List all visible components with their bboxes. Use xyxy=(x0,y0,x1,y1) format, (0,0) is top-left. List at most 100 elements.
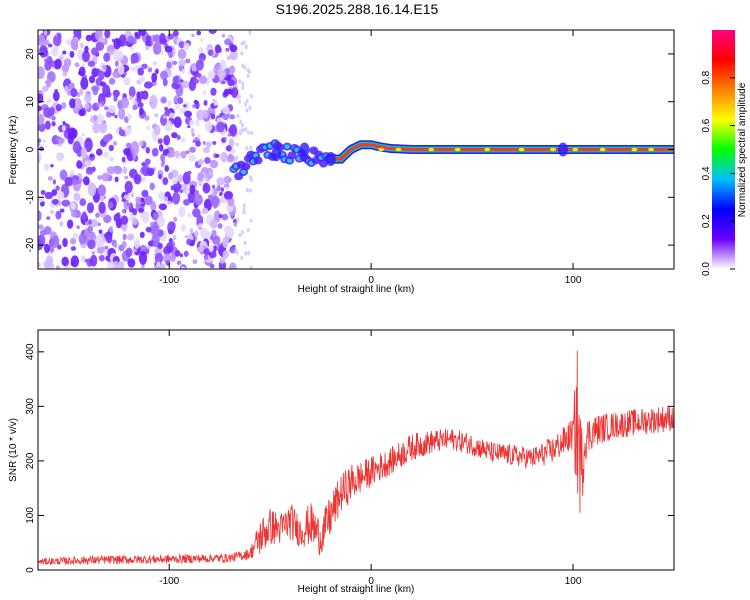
spectrogram-noise-blob xyxy=(125,142,132,149)
colorbar-tick-label: 0.6 xyxy=(701,118,712,132)
spectrogram-noise-blob xyxy=(249,94,253,99)
spectrogram-noise-blob xyxy=(114,60,119,67)
spectrogram-y-label: Frequency (Hz) xyxy=(8,116,19,185)
spectrogram-noise-blob xyxy=(70,246,77,251)
spectrogram-noise-blob xyxy=(209,188,214,195)
spectrogram-noise-blob xyxy=(141,189,149,198)
spectrogram-noise-blob xyxy=(214,63,222,71)
spectrogram-noise-blob xyxy=(217,223,223,229)
spectrogram-noise-blob xyxy=(72,232,79,239)
spectrogram-noise-blob xyxy=(154,113,159,118)
spectrogram-x-tick-label: 0 xyxy=(368,275,374,286)
spectrogram-noise-blob xyxy=(222,239,229,248)
spectrogram-noise-blob xyxy=(87,60,96,67)
spectrogram-noise-blob xyxy=(72,140,81,154)
spectrogram-noise-blob xyxy=(159,38,167,45)
colorbar-tick-label: 0.0 xyxy=(701,262,712,276)
spectrogram-noise-blob xyxy=(204,120,213,132)
spectrogram-noise-blob xyxy=(121,198,126,203)
spectrogram-noise-blob xyxy=(180,150,187,159)
spectrogram-noise-blob xyxy=(142,92,148,98)
spectrogram-noise-blob xyxy=(138,76,145,83)
spectrogram-noise-blob xyxy=(198,223,202,228)
spectrogram-noise-blob xyxy=(43,163,50,171)
figure-title: S196.2025.288.16.14.E15 xyxy=(276,1,439,17)
spectrogram-noise-blob xyxy=(86,202,95,214)
spectrogram-ridge-blob xyxy=(271,147,282,162)
spectrogram-noise-blob xyxy=(195,59,204,71)
spectrogram-noise-blob xyxy=(58,137,65,144)
spectrogram-noise-blob xyxy=(50,164,54,168)
spectrogram-noise-blob xyxy=(44,243,50,248)
spectrogram-noise-blob xyxy=(205,141,212,148)
spectrogram-noise-blob xyxy=(85,166,94,175)
spectrogram-noise-blob xyxy=(171,132,178,139)
spectrogram-noise-blob xyxy=(84,92,92,104)
spectrogram-noise-blob xyxy=(132,217,138,226)
spectrogram-noise-blob xyxy=(118,107,126,120)
spectrogram-noise-blob xyxy=(160,97,167,104)
spectrogram-ridge-highlight xyxy=(454,147,461,152)
spectrogram-noise-blob xyxy=(153,124,161,136)
spectrogram-noise-blob xyxy=(189,184,196,194)
spectrogram-noise-blob xyxy=(124,175,129,180)
spectrogram-noise-blob xyxy=(197,46,204,55)
spectrogram-noise-blob xyxy=(51,198,59,205)
spectrogram-noise-blob xyxy=(246,73,250,79)
spectrogram-noise-blob xyxy=(243,65,247,70)
spectrogram-noise-blob xyxy=(149,182,155,191)
spectrogram-noise-blob xyxy=(104,30,111,39)
spectrogram-noise-blob xyxy=(209,159,219,169)
spectrogram-noise-blob xyxy=(126,233,135,241)
spectrogram-noise-blob xyxy=(207,49,214,57)
spectrogram-noise-blob xyxy=(123,126,132,136)
spectrogram-noise-blob xyxy=(97,184,107,197)
spectrogram-x-label: Height of straight line (km) xyxy=(298,284,415,295)
snr-y-tick-label: 100 xyxy=(25,507,36,524)
spectrogram-ridge-highlight xyxy=(428,147,435,152)
spectrogram-noise-blob xyxy=(130,141,140,156)
spectrogram-noise-blob xyxy=(143,81,153,89)
spectrogram-noise-blob xyxy=(167,33,175,40)
spectrogram-noise-blob xyxy=(88,75,96,84)
spectrogram-noise-blob xyxy=(192,208,201,218)
spectrogram-noise-blob xyxy=(162,115,167,119)
spectrogram-noise-blob xyxy=(95,212,100,218)
spectrogram-noise-blob xyxy=(84,137,93,153)
spectrogram-ridge-highlight xyxy=(395,147,402,152)
spectrogram-noise-blob xyxy=(189,119,195,126)
spectrogram-noise-blob xyxy=(244,126,248,132)
spectrogram-noise-blob xyxy=(158,203,168,211)
spectrogram-noise-blob xyxy=(246,130,250,135)
spectrogram-ridge-blob xyxy=(287,151,297,160)
spectrogram-noise-blob xyxy=(130,47,134,51)
snr-x-ticks: -100 0 100 xyxy=(159,330,582,587)
spectrogram-noise-blob xyxy=(172,75,180,85)
spectrogram-noise-blob xyxy=(221,213,229,221)
spectrogram-noise-blob xyxy=(48,106,55,116)
spectrogram-noise-blob xyxy=(186,238,192,246)
spectrogram-noise-blob xyxy=(122,233,127,241)
spectrogram-noise-blob xyxy=(54,58,62,70)
spectrogram-ridge-blob xyxy=(241,162,251,171)
spectrogram-noise-blob xyxy=(152,212,159,220)
spectrogram-noise-blob xyxy=(155,68,159,75)
spectrogram-noise-blob xyxy=(197,246,205,253)
spectrogram-noise-blob xyxy=(133,238,140,249)
spectrogram-noise-blob xyxy=(241,230,245,235)
spectrogram-noise-blob xyxy=(47,98,52,104)
spectrogram-noise-blob xyxy=(220,151,228,163)
spectrogram-noise-blob xyxy=(244,102,248,107)
spectrogram-noise-blob xyxy=(178,206,186,218)
spectrogram-noise-blob xyxy=(240,123,244,128)
spectrogram-noise-blob xyxy=(189,146,196,153)
spectrogram-noise-blob xyxy=(144,115,150,121)
snr-y-tick-label: 200 xyxy=(25,452,36,469)
spectrogram-noise-blob xyxy=(141,162,146,167)
spectrogram-noise-blob xyxy=(233,221,238,227)
spectrogram-noise-blob xyxy=(208,170,213,176)
spectrogram-noise-blob xyxy=(167,200,172,205)
spectrogram-noise-blob xyxy=(80,42,84,49)
snr-y-tick-label: 400 xyxy=(25,343,36,360)
